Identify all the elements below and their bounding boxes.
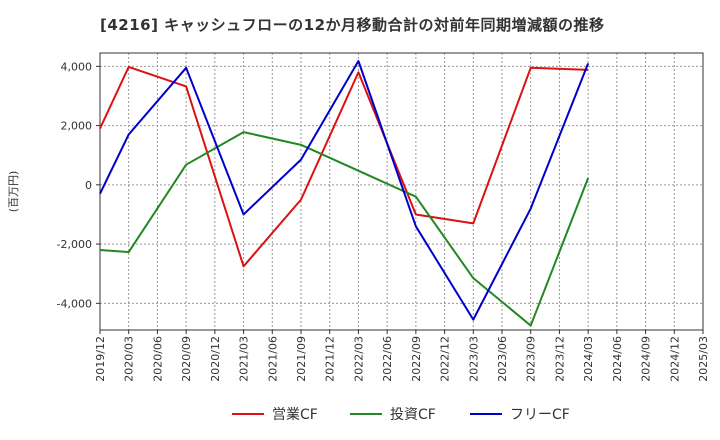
x-tick-label: 2020/12 [209, 336, 222, 382]
x-tick-label: 2025/03 [697, 336, 710, 382]
y-tick-label: 0 [85, 179, 92, 192]
plot-frame [99, 52, 704, 331]
legend-label: フリーCF [510, 407, 570, 423]
series-line [99, 131, 590, 327]
series-line [99, 65, 589, 268]
x-tick-label: 2024/06 [611, 336, 624, 382]
x-tick-label: 2020/03 [123, 336, 136, 382]
x-tick-label: 2020/06 [151, 336, 164, 382]
x-tick-label: 2022/03 [352, 336, 365, 382]
x-tick-label: 2021/03 [238, 336, 251, 382]
legend-label: 営業CF [272, 407, 318, 423]
x-tick-label: 2024/12 [668, 336, 681, 382]
y-tick-label: -4,000 [57, 297, 92, 310]
x-tick-label: 2022/09 [410, 336, 423, 382]
x-tick-label: 2020/09 [180, 336, 193, 382]
series-lines [99, 60, 590, 327]
x-tick-label: 2022/06 [381, 336, 394, 382]
grid [99, 53, 704, 330]
x-tick-label: 2021/12 [324, 336, 337, 382]
legend: 営業CF 投資CF フリーCF [232, 407, 570, 423]
x-tick-label: 2023/03 [467, 336, 480, 382]
series-line [99, 60, 590, 321]
y-tick-label: -2,000 [57, 238, 92, 251]
y-tick-label: 2,000 [61, 120, 93, 133]
x-tick-label: 2024/09 [640, 336, 653, 382]
x-tick-label: 2023/06 [496, 336, 509, 382]
legend-label: 投資CF [390, 407, 436, 423]
y-tick-label: 4,000 [61, 60, 93, 73]
x-tick-label: 2023/12 [553, 336, 566, 382]
x-tick-label: 2021/09 [295, 336, 308, 382]
x-tick-label: 2019/12 [94, 336, 107, 382]
x-tick-label: 2023/09 [525, 336, 538, 382]
chart-title: [4216] キャッシュフローの12か月移動合計の対前年同期増減額の推移 [100, 16, 605, 34]
x-tick-label: 2021/06 [266, 336, 279, 382]
x-tick-label: 2024/03 [582, 336, 595, 382]
y-axis-label: (百万円) [7, 171, 20, 213]
x-tick-label: 2022/12 [439, 336, 452, 382]
